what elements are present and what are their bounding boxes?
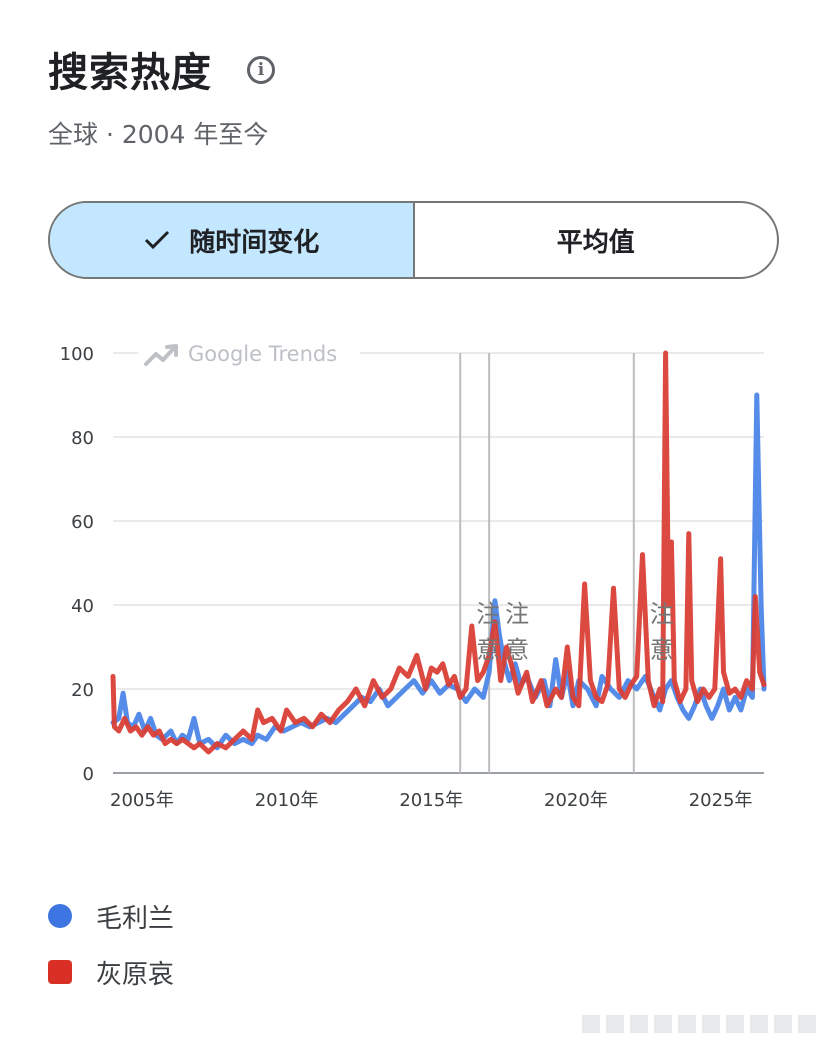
view-toggle: 随时间变化 平均值 bbox=[48, 201, 779, 279]
y-tick-label: 20 bbox=[71, 680, 94, 701]
toggle-over-time[interactable]: 随时间变化 bbox=[50, 203, 415, 277]
note-label: 意 bbox=[476, 636, 500, 664]
y-tick-label: 60 bbox=[71, 512, 94, 533]
toggle-average[interactable]: 平均值 bbox=[415, 203, 778, 277]
note-label: 注 bbox=[476, 600, 500, 628]
note-label: 意 bbox=[650, 636, 674, 664]
page-title: 搜索热度 bbox=[48, 50, 212, 96]
y-tick-label: 80 bbox=[71, 428, 94, 449]
note-label: 注 bbox=[505, 600, 529, 628]
region-date-subtitle: 全球 · 2004 年至今 bbox=[48, 120, 269, 149]
x-tick-label: 2020年 bbox=[544, 790, 608, 811]
toggle-average-label: 平均值 bbox=[556, 227, 635, 258]
info-icon[interactable]: i bbox=[247, 56, 275, 84]
y-tick-label: 0 bbox=[83, 764, 94, 785]
x-tick-label: 2025年 bbox=[689, 790, 753, 811]
note-label: 意 bbox=[505, 636, 529, 664]
x-tick-label: 2015年 bbox=[399, 790, 463, 811]
watermark bbox=[582, 1015, 816, 1033]
legend-item-haibara-ai[interactable]: 灰原哀 bbox=[48, 944, 174, 1000]
legend: 毛利兰 灰原哀 bbox=[48, 888, 174, 1000]
legend-label: 毛利兰 bbox=[96, 903, 175, 934]
legend-label: 灰原哀 bbox=[96, 959, 175, 990]
y-tick-label: 40 bbox=[71, 596, 94, 617]
trends-logo-icon bbox=[144, 344, 178, 366]
brand-label: Google Trends bbox=[188, 342, 337, 366]
toggle-over-time-label: 随时间变化 bbox=[189, 227, 320, 258]
series-line-1 bbox=[110, 350, 767, 755]
legend-swatch bbox=[48, 904, 72, 928]
check-icon bbox=[143, 229, 171, 251]
note-label: 注 bbox=[650, 600, 674, 628]
legend-item-mouri-ran[interactable]: 毛利兰 bbox=[48, 888, 174, 944]
x-tick-label: 2005年 bbox=[110, 790, 174, 811]
y-tick-label: 100 bbox=[60, 344, 94, 365]
x-tick-label: 2010年 bbox=[255, 790, 319, 811]
legend-swatch bbox=[48, 960, 72, 984]
